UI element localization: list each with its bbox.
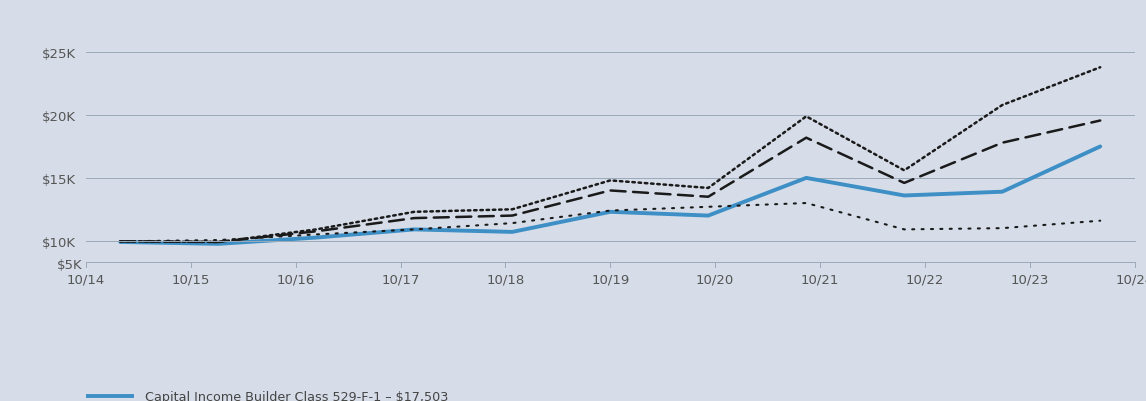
Text: 10/20: 10/20 [696,273,735,286]
Text: 10/21: 10/21 [801,273,839,286]
Text: 10/18: 10/18 [486,273,525,286]
Text: 10/24: 10/24 [1115,273,1146,286]
Text: 10/15: 10/15 [172,273,210,286]
Text: 10/22: 10/22 [905,273,944,286]
Text: 10/14: 10/14 [66,273,105,286]
Legend: Capital Income Builder Class 529-F-1 – $17,503, MSCI ACWI (All Country World Ind: Capital Income Builder Class 529-F-1 – $… [80,385,682,401]
Text: 10/19: 10/19 [591,273,629,286]
Text: 10/17: 10/17 [382,273,419,286]
Text: 10/23: 10/23 [1011,273,1049,286]
Text: $5K: $5K [57,258,83,271]
Text: 10/16: 10/16 [276,273,315,286]
